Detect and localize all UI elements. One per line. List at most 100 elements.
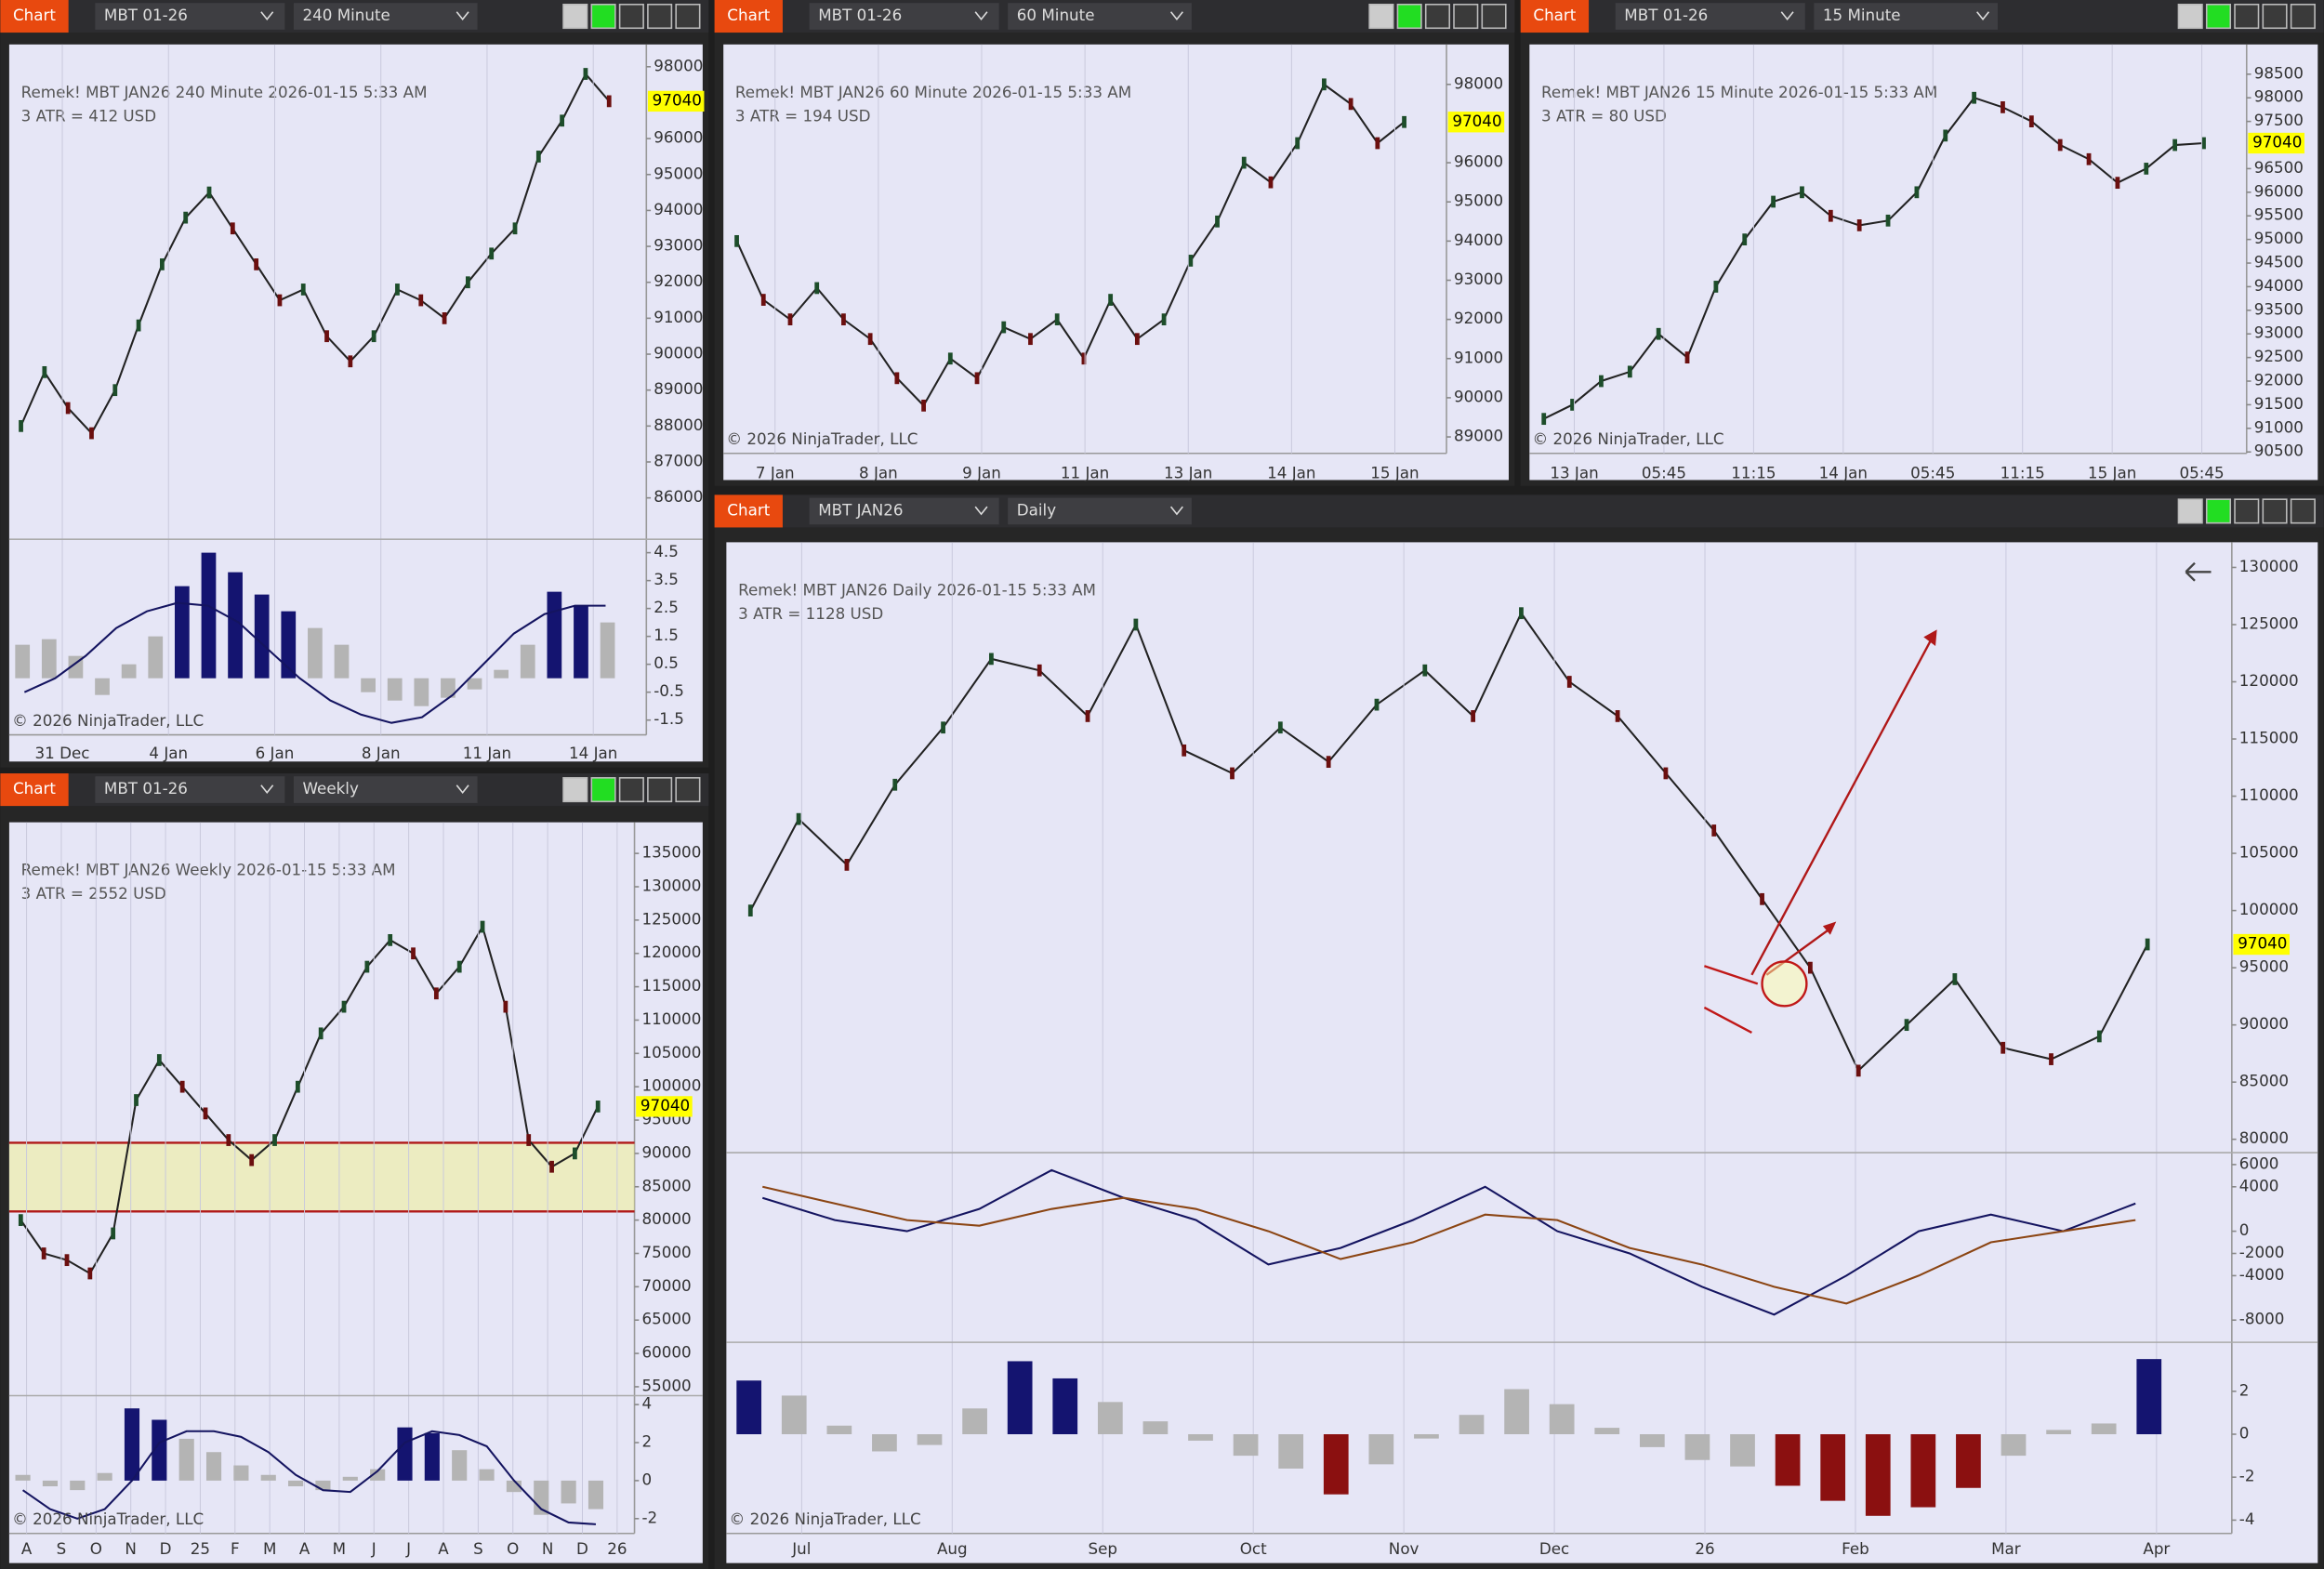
x-tick-label: 9 Jan [962,464,1001,482]
copyright: © 2026 NinjaTrader, LLC [730,1510,921,1528]
chart-info: Remek! MBT JAN26 240 Minute 2026-01-15 5… [21,83,428,101]
y-tick-label: 110000 [2239,785,2299,804]
histogram-bar [520,644,535,679]
candle [2000,1041,2006,1054]
arrow-head [1923,629,1937,646]
instrument-dropdown[interactable] [95,3,285,30]
candle [573,1147,577,1160]
window-button[interactable] [2205,498,2232,524]
window-button[interactable] [562,3,588,30]
timeframe: Daily [1017,500,1056,519]
candle [2000,101,2005,113]
price-line [20,72,611,435]
candle [1348,98,1353,111]
window-button[interactable] [2205,3,2232,30]
candle [456,960,462,973]
window-button[interactable] [1396,3,1422,30]
y-tick-label: 100000 [2239,900,2299,918]
x-tick-label: 4 Jan [149,744,188,762]
histogram-bar [1323,1434,1349,1495]
x-tick-label: Sep [1088,1539,1117,1558]
candle [560,114,565,127]
instrument-dropdown[interactable] [809,497,999,525]
window-button[interactable] [2234,498,2260,524]
chart-info: 3 ATR = 1128 USD [738,604,883,623]
window-button[interactable] [2262,498,2288,524]
candle [841,313,846,326]
histogram-bar [1504,1389,1529,1435]
chart-tab[interactable] [714,0,783,33]
timeframe-dropdown[interactable] [293,776,478,803]
x-tick-label: S [57,1539,67,1558]
chart-tab[interactable] [0,773,69,807]
instrument-dropdown[interactable] [809,3,999,30]
x-tick-label: M [333,1539,346,1558]
window-button[interactable] [2290,498,2316,524]
window-button[interactable] [590,3,616,30]
window-button[interactable] [675,777,701,803]
candle [136,319,141,332]
plot-area [1529,44,2318,481]
window-button[interactable] [2290,3,2316,30]
candle [1085,710,1090,722]
y-tick-label: 2.5 [654,598,679,616]
histogram-bar [361,678,376,692]
window-button[interactable] [1424,3,1451,30]
chart-tab[interactable] [1520,0,1590,33]
x-tick-label: N [542,1539,554,1558]
histogram-bar [387,678,403,701]
histogram-bar [452,1450,468,1481]
window-button[interactable] [590,777,616,803]
back-icon[interactable] [2185,561,2212,582]
timeframe-dropdown[interactable] [1814,3,1998,30]
y-tick-label: 85000 [642,1176,692,1194]
y-tick-label: 90000 [1454,387,1503,405]
histogram-bar [397,1427,413,1481]
histogram-bar [1142,1421,1169,1435]
y-tick-label: 94000 [2254,276,2304,295]
x-tick-label: 13 Jan [1164,464,1212,482]
window-button[interactable] [2177,498,2203,524]
y-tick-label: 120000 [642,943,702,961]
candle [249,1154,255,1167]
window-button[interactable] [1368,3,1394,30]
dropdown-caret [260,11,274,20]
y-tick-label: 91500 [2254,394,2304,413]
x-tick-label: F [231,1539,240,1558]
chart-tab[interactable] [0,0,69,33]
timeframe-dropdown[interactable] [293,3,478,30]
window-button[interactable] [2177,3,2203,30]
x-tick-label: S [473,1539,483,1558]
y-tick-label: 2 [2239,1380,2250,1399]
window-button[interactable] [647,3,673,30]
chart-tab[interactable] [714,494,783,528]
dropdown-caret [1169,11,1183,20]
window-button[interactable] [618,3,644,30]
copyright: © 2026 NinjaTrader, LLC [1532,429,1723,448]
timeframe-dropdown[interactable] [1008,497,1192,525]
window-button[interactable] [618,777,644,803]
timeframe-dropdown[interactable] [1008,3,1192,30]
instrument-dropdown[interactable] [95,776,285,803]
y-tick-label: 100000 [642,1076,702,1095]
candle [1134,333,1140,346]
window-button[interactable] [2262,3,2288,30]
window-button[interactable] [2234,3,2260,30]
window-button[interactable] [675,3,701,30]
candle [2057,138,2063,152]
candle [760,294,766,306]
y-tick-label: 0 [642,1470,653,1488]
y-tick-label: 95500 [2254,205,2304,224]
y-tick-label: 80000 [642,1209,692,1228]
x-tick-label: A [299,1539,310,1558]
candle [503,1000,508,1013]
candle [1215,215,1220,228]
window-button[interactable] [647,777,673,803]
candle [341,1000,347,1013]
y-tick-label: 95000 [2254,229,2304,247]
window-button[interactable] [1453,3,1479,30]
window-button[interactable] [562,777,588,803]
window-button[interactable] [1481,3,1507,30]
instrument-dropdown[interactable] [1615,3,1805,30]
chart-info: 3 ATR = 412 USD [21,106,157,125]
